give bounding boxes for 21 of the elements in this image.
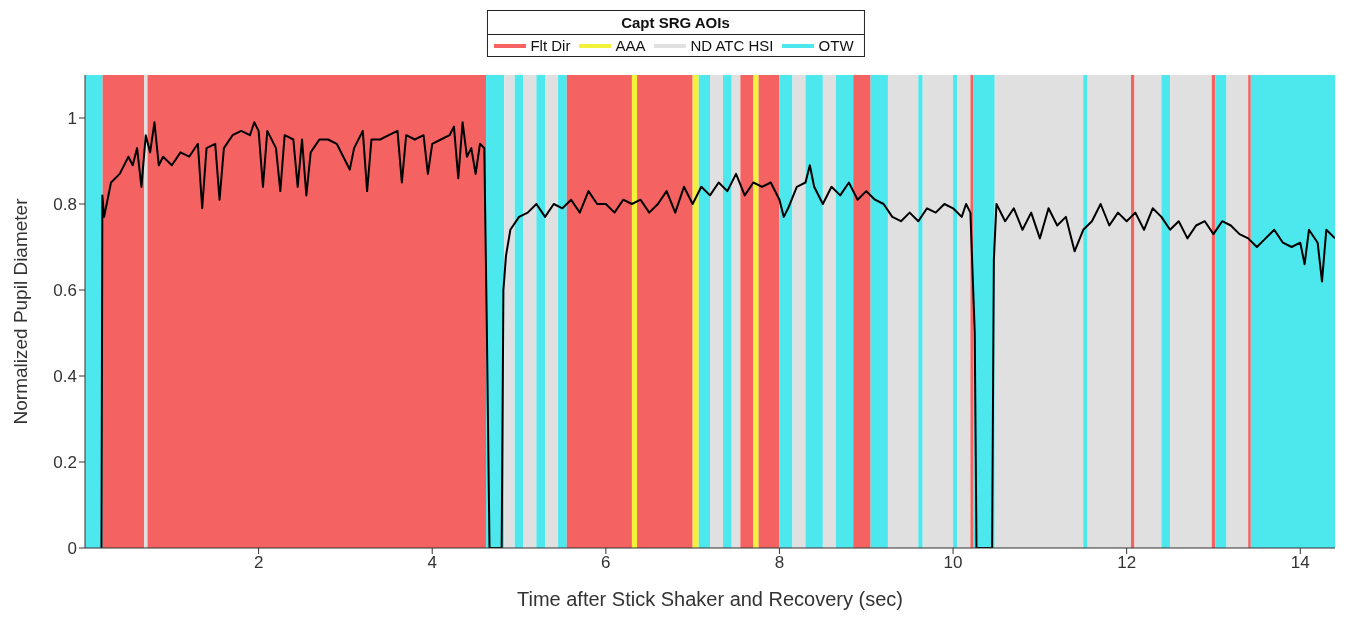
line-series: [100, 121, 1335, 548]
x-tick-label: 10: [943, 553, 963, 573]
y-tick-label: 0.8: [53, 195, 77, 215]
y-axis-title: Normalized Pupil Diameter: [9, 197, 31, 425]
legend-label: Flt Dir: [530, 37, 571, 54]
x-tick-label: 6: [601, 553, 611, 573]
legend-label: OTW: [818, 37, 854, 54]
y-tick-label: 0.2: [53, 453, 77, 473]
x-tick-label: 2: [253, 553, 264, 573]
legend-title: Capt SRG AOIs: [487, 11, 864, 35]
x-tick-label: 4: [427, 553, 437, 573]
band-label: AAA: [615, 37, 646, 54]
x-axis-title: Time after Stick Shaker and Recovery (sec): [516, 588, 904, 610]
y-tick-label: 0.4: [53, 367, 77, 387]
y-tick-label: 0: [67, 539, 77, 559]
x-tick-label: 12: [1117, 553, 1137, 573]
x-tick-label: 14: [1290, 553, 1310, 573]
legend-label: ND ATC HSI: [690, 37, 774, 54]
x-tick-label: 8: [774, 553, 785, 573]
y-tick-label: 1: [67, 109, 77, 129]
y-tick-label: 0.6: [53, 281, 77, 301]
